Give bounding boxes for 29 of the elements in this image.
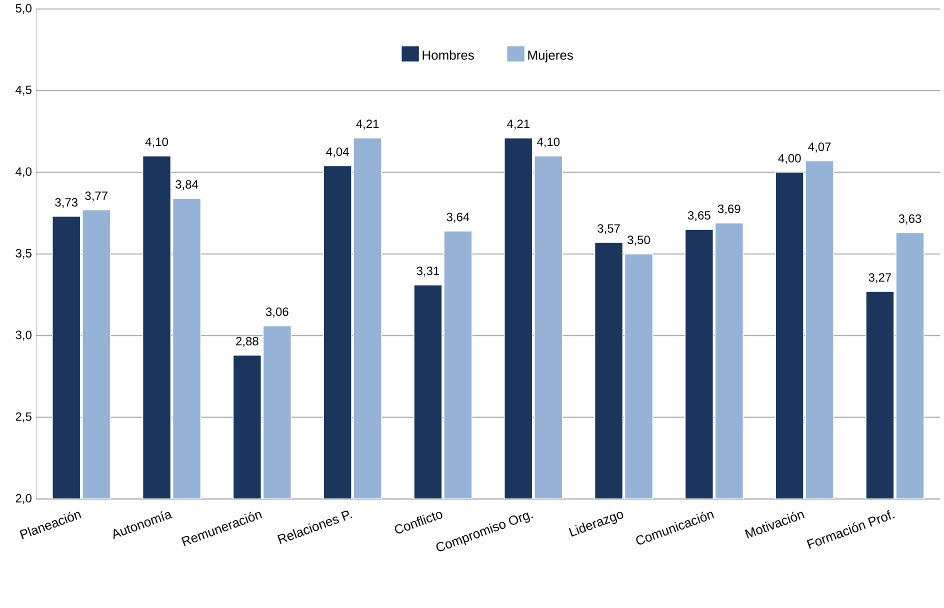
data-label: 3,65 <box>688 210 710 221</box>
data-label: 3,27 <box>868 273 892 283</box>
data-label: 3,06 <box>266 307 288 318</box>
y-tick-label: 4,5 <box>16 86 32 96</box>
data-label: 3,57 <box>598 224 620 234</box>
data-label: 4,10 <box>536 137 560 148</box>
y-tick-label: 3,5 <box>16 248 32 259</box>
data-label: 4,04 <box>326 147 349 158</box>
data-label: 4,21 <box>356 119 379 130</box>
y-tick-label: 2,0 <box>16 494 32 504</box>
data-label: 3,73 <box>55 198 78 208</box>
data-label: 4,00 <box>778 154 801 164</box>
legend-label: Mujeres <box>528 50 573 62</box>
data-label: 2,88 <box>236 336 258 347</box>
data-label: 4,07 <box>808 142 831 152</box>
y-tick-label: 2,5 <box>16 412 32 422</box>
data-label: 3,69 <box>718 204 740 214</box>
data-label: 3,50 <box>628 235 650 246</box>
y-tick-label: 4,0 <box>16 167 32 178</box>
data-label: 3,31 <box>416 266 440 276</box>
data-label: 4,10 <box>145 137 168 148</box>
y-tick-label: 5,0 <box>16 4 32 14</box>
y-tick-label: 3,0 <box>16 330 32 340</box>
data-label: 3,84 <box>176 180 198 190</box>
data-label: 4,21 <box>506 119 530 130</box>
data-label: 3,64 <box>446 212 470 222</box>
data-label: 3,77 <box>85 191 108 202</box>
data-label: 3,63 <box>898 214 922 224</box>
legend-label: Hombres <box>422 50 474 60</box>
